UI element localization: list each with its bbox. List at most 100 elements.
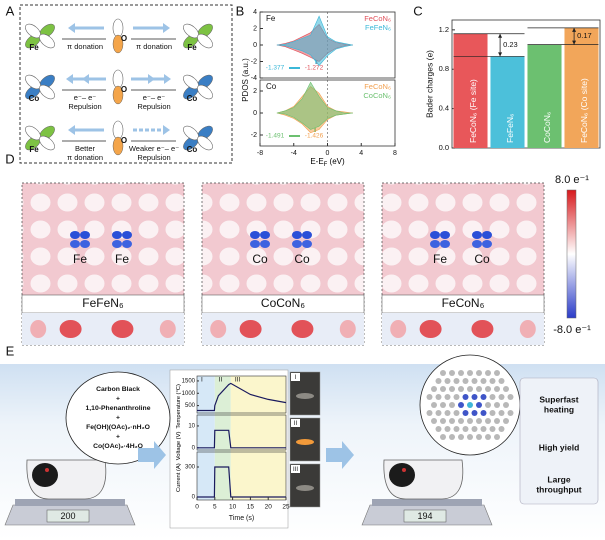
charge-lobe xyxy=(339,320,356,338)
orbital-lobe xyxy=(197,33,213,49)
precursor-text: + xyxy=(116,414,120,421)
photo-label: II xyxy=(294,421,298,427)
atom xyxy=(507,410,514,416)
element-label: Fe xyxy=(266,14,276,23)
arrow-head xyxy=(164,74,171,84)
atom xyxy=(449,434,455,440)
bond-label: e⁻– e⁻ xyxy=(74,93,97,102)
process-arrow xyxy=(138,441,166,469)
bond-label: Repulsion xyxy=(137,153,170,162)
arrow-head xyxy=(82,74,89,84)
atom-label: Fe xyxy=(187,43,197,52)
charge-lobe xyxy=(440,231,450,239)
charge-lobe xyxy=(250,231,260,239)
atom xyxy=(476,434,482,440)
y-tick-label: 0.4 xyxy=(439,104,449,113)
legend-entry: CoCoN₆ xyxy=(363,91,391,100)
y-tick-label: 0 xyxy=(192,495,196,501)
colorbar-label: -8.0 e⁻¹ xyxy=(553,324,591,336)
scale-plate xyxy=(372,499,482,506)
atom xyxy=(453,378,460,384)
bond-label: Repulsion xyxy=(137,102,170,111)
charge-lobe xyxy=(482,231,492,239)
charge-lobe xyxy=(292,231,302,239)
feature-text: Large xyxy=(547,474,570,484)
powder xyxy=(389,463,415,487)
charge-map xyxy=(382,183,544,295)
orbital-lobe xyxy=(112,34,124,54)
photo-glow xyxy=(296,485,314,491)
precursor-text: + xyxy=(116,395,120,402)
category-label: FeCoN₆ (Fe site) xyxy=(468,79,478,143)
atom xyxy=(489,378,496,384)
x-tick-label: 5 xyxy=(213,504,217,511)
atom xyxy=(440,370,446,376)
atom xyxy=(489,410,496,416)
y-axis-label-part: Temperature (°C) xyxy=(176,384,182,429)
plot-frame xyxy=(451,19,601,149)
atom xyxy=(426,394,433,400)
photo-tag xyxy=(291,465,300,473)
scale-reading: 194 xyxy=(417,511,432,521)
atom xyxy=(485,418,491,424)
atom xyxy=(462,426,469,432)
bar xyxy=(453,33,488,148)
atom xyxy=(476,370,482,376)
atom xyxy=(435,410,442,416)
stage-region xyxy=(214,376,231,500)
orbital-lobe xyxy=(112,136,124,156)
atom xyxy=(458,418,464,424)
y-tick-label: 0.0 xyxy=(439,143,449,152)
charge-lobe xyxy=(250,240,260,248)
panel-label: B xyxy=(236,3,245,18)
bond-label: e⁻– e⁻ xyxy=(143,93,166,102)
orbital-lobe xyxy=(39,33,55,49)
atom xyxy=(471,410,478,416)
powder xyxy=(32,463,58,487)
arrow-head xyxy=(66,74,73,84)
stage-label: I xyxy=(201,377,203,384)
bond-label: π donation xyxy=(67,153,103,162)
charge-lobe xyxy=(471,320,494,338)
atom-label: Co xyxy=(29,94,40,103)
stage-label: III xyxy=(235,377,241,384)
atom xyxy=(485,434,491,440)
category-label: FeFeN₆ xyxy=(505,114,515,143)
atom xyxy=(453,426,460,432)
panel-label: C xyxy=(413,3,422,18)
charge-lobe xyxy=(239,320,262,338)
y-tick-label: 300 xyxy=(185,465,196,471)
x-axis-label-part: (eV) xyxy=(327,157,345,166)
atom xyxy=(485,370,491,376)
series-line xyxy=(197,466,286,498)
atom-label: Co xyxy=(294,252,310,266)
plot-frame xyxy=(196,451,287,501)
bond-label: π donation xyxy=(136,42,172,51)
arrow-head xyxy=(68,125,75,135)
bar xyxy=(490,56,525,148)
charge-lobe xyxy=(472,240,482,248)
series-line xyxy=(197,382,287,412)
atom-label: Fe xyxy=(73,252,87,266)
powder-spot xyxy=(402,468,406,472)
arrow-head xyxy=(163,23,170,33)
charge-lobe xyxy=(260,231,270,239)
atom xyxy=(467,434,473,440)
structure-label: FeCoN₆ xyxy=(442,296,485,310)
atom xyxy=(444,426,451,432)
side-map xyxy=(202,313,364,345)
atom xyxy=(498,426,505,432)
speech-bubble xyxy=(65,371,171,465)
atom xyxy=(435,378,442,384)
charge-lobe xyxy=(112,231,122,239)
x-tick-label: 8 xyxy=(393,150,397,157)
atom xyxy=(480,378,487,384)
y-tick-label: 4 xyxy=(253,9,257,16)
y-tick-label: 2 xyxy=(253,88,257,95)
atom xyxy=(458,370,464,376)
atom xyxy=(485,402,491,408)
scale-display xyxy=(403,509,447,523)
atom xyxy=(462,394,469,400)
charge-lobe xyxy=(440,240,450,248)
process-arrow xyxy=(326,441,354,469)
